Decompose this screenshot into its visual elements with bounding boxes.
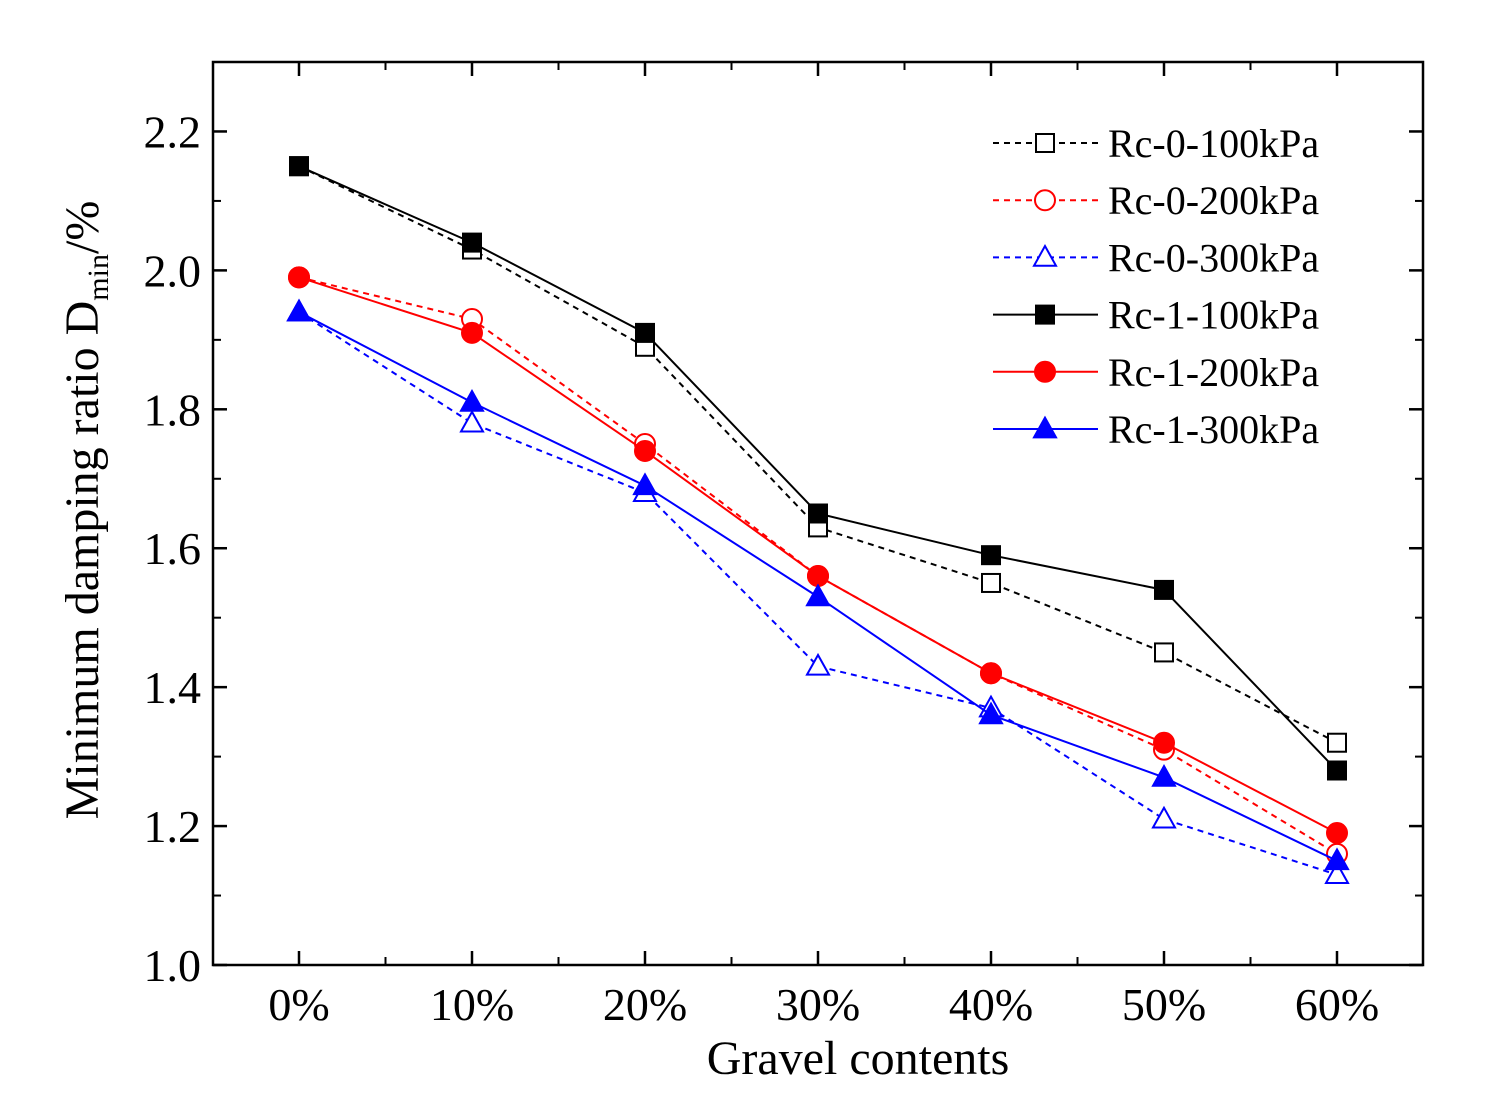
x-tick-label: 30% bbox=[776, 979, 860, 1030]
data-point bbox=[1151, 764, 1177, 787]
axis-ticks bbox=[213, 62, 1423, 967]
data-point bbox=[1324, 847, 1350, 871]
data-point bbox=[1151, 805, 1177, 829]
legend-label: Rc-0-300kPa bbox=[1108, 235, 1319, 280]
data-point bbox=[981, 545, 1001, 566]
y-axis-title: Minimum damping ratio Dmin/% bbox=[56, 201, 115, 820]
data-point bbox=[981, 572, 1001, 593]
legend-label: Rc-0-100kPa bbox=[1108, 121, 1319, 166]
y-tick-label: 1.2 bbox=[144, 801, 202, 852]
data-point bbox=[286, 298, 312, 322]
y-tick-label: 1.8 bbox=[144, 384, 202, 435]
legend: Rc-0-100kPa Rc-0-200kPa Rc-0-300kPa Rc-1-10… bbox=[993, 121, 1319, 452]
y-tick-label: 2.2 bbox=[144, 106, 202, 157]
legend-marker bbox=[1035, 304, 1055, 325]
data-point bbox=[634, 439, 656, 462]
data-point bbox=[980, 662, 1002, 685]
data-point bbox=[805, 583, 831, 607]
data-point bbox=[1153, 731, 1175, 754]
legend-entry: Rc-0-100kPa bbox=[993, 121, 1319, 166]
data-point bbox=[632, 472, 658, 496]
data-point bbox=[1326, 822, 1348, 845]
y-tick-label: 1.0 bbox=[144, 940, 202, 991]
legend-label: Rc-1-200kPa bbox=[1108, 350, 1319, 395]
legend-entry: Rc-1-300kPa bbox=[993, 407, 1319, 452]
data-point bbox=[461, 321, 483, 344]
legend-entry: Rc-0-200kPa bbox=[993, 178, 1319, 223]
legend-marker bbox=[1034, 360, 1056, 383]
legend-entry: Rc-1-200kPa bbox=[993, 350, 1319, 395]
legend-marker bbox=[1032, 243, 1058, 267]
data-point bbox=[808, 503, 828, 524]
series-Rc-1-100kPa bbox=[289, 156, 1347, 781]
data-point bbox=[1324, 861, 1350, 885]
x-tick-label: 40% bbox=[949, 979, 1033, 1030]
legend-marker bbox=[1034, 189, 1056, 212]
x-tick-label: 50% bbox=[1122, 979, 1206, 1030]
legend-label: Rc-1-300kPa bbox=[1108, 407, 1319, 452]
y-tick-label: 1.6 bbox=[144, 523, 202, 574]
y-axis-title-subscript: min bbox=[82, 254, 115, 301]
data-point bbox=[459, 388, 485, 412]
legend-marker bbox=[1035, 133, 1055, 153]
x-tick-label: 10% bbox=[430, 979, 514, 1030]
data-point bbox=[1327, 760, 1347, 781]
x-axis-title: Gravel contents bbox=[707, 1032, 1010, 1085]
x-tick-label: 60% bbox=[1295, 979, 1379, 1030]
legend-marker bbox=[1032, 415, 1058, 439]
data-point bbox=[1154, 642, 1174, 663]
data-point bbox=[1154, 579, 1174, 600]
data-point bbox=[805, 652, 831, 676]
legend-entry: Rc-1-100kPa bbox=[993, 293, 1319, 338]
series-Rc-1-300kPa bbox=[286, 298, 1350, 871]
tick-labels: 1.0 1.2 1.4 1.6 1.8 2.0 2.2 0% 10% 20% 30% 40% 50% 60… bbox=[144, 106, 1380, 1030]
data-point bbox=[288, 266, 310, 289]
data-series bbox=[286, 156, 1350, 885]
y-axis-title-main: Minimum damping ratio D bbox=[56, 301, 109, 820]
data-point bbox=[289, 156, 309, 177]
data-point bbox=[807, 565, 829, 588]
x-tick-label: 0% bbox=[268, 979, 329, 1030]
legend-entry: Rc-0-300kPa bbox=[993, 235, 1319, 280]
data-point bbox=[459, 409, 485, 433]
data-point bbox=[462, 232, 482, 253]
data-point bbox=[1327, 732, 1347, 753]
y-tick-label: 2.0 bbox=[144, 245, 202, 296]
data-point bbox=[635, 322, 655, 343]
data-point bbox=[978, 701, 1004, 725]
y-tick-label: 1.4 bbox=[144, 662, 202, 713]
y-axis-title-suffix: /% bbox=[56, 201, 109, 254]
legend-label: Rc-1-100kPa bbox=[1108, 293, 1319, 338]
legend-label: Rc-0-200kPa bbox=[1108, 178, 1319, 223]
x-tick-label: 20% bbox=[603, 979, 687, 1030]
